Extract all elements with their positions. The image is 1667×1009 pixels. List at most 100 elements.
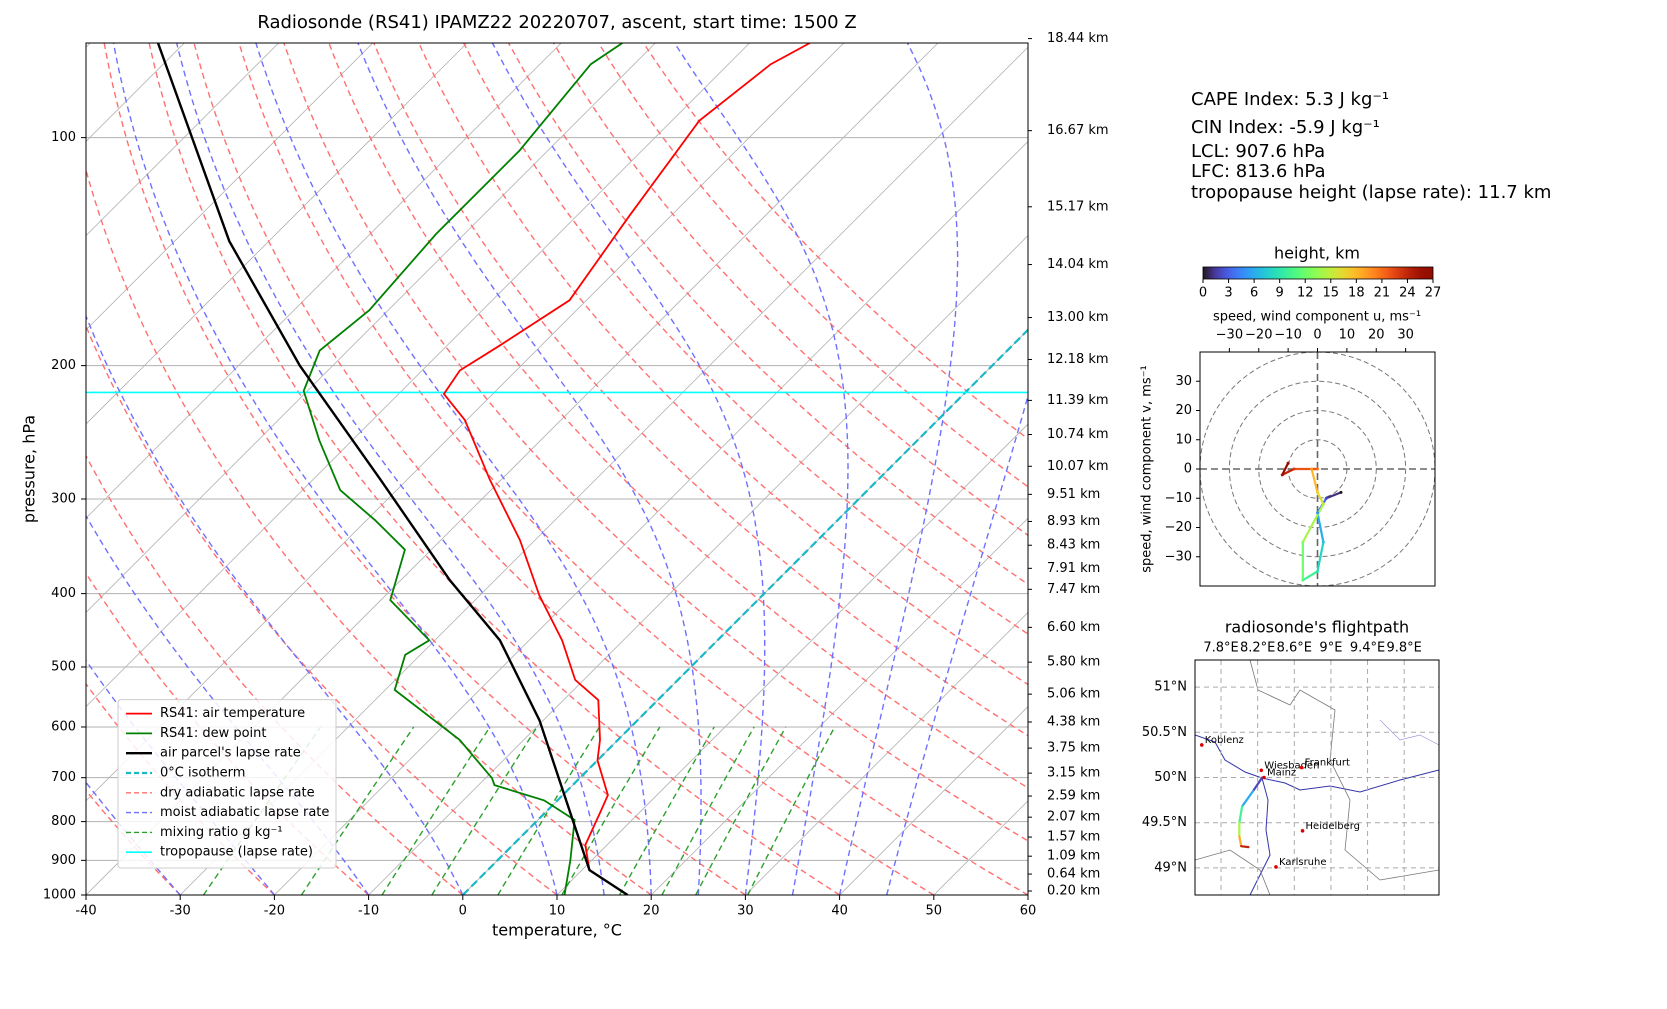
- index-text: CAPE Index: 5.3 J kg⁻¹: [1191, 89, 1389, 110]
- moist-adiabat: [255, 43, 652, 895]
- isotherm-grid: [86, 43, 562, 519]
- x-tick-label: 10: [549, 904, 566, 919]
- dry-adiabat: [193, 43, 935, 895]
- x-tick-label: -40: [75, 904, 96, 919]
- city-label: Wiesbaden: [1264, 760, 1319, 771]
- mixing-ratio-line: [618, 726, 715, 895]
- hodograph-y-label: speed, wind component v, ms⁻¹: [1140, 365, 1155, 573]
- mixing-ratio-line: [300, 726, 415, 895]
- dry-adiabat: [148, 43, 840, 895]
- city-label: Karlsruhe: [1279, 857, 1327, 868]
- isotherm-grid: [274, 140, 1028, 895]
- legend-box: [117, 699, 337, 869]
- city-dot: [1262, 775, 1266, 780]
- hodograph-segment: [1316, 511, 1325, 544]
- height-label: 14.04 km: [1047, 257, 1109, 272]
- moist-adiabat: [491, 43, 766, 895]
- mixing-ratio-line: [431, 726, 538, 895]
- height-label: 3.75 km: [1047, 741, 1100, 756]
- map-lon-label: 8.6°E: [1277, 641, 1312, 656]
- isotherm-grid: [86, 43, 279, 237]
- flight-track: [1240, 845, 1250, 849]
- map-lon-label: 9°E: [1319, 641, 1342, 656]
- hodograph-point: [1292, 467, 1296, 471]
- legend-label: air parcel's lapse rate: [160, 746, 301, 761]
- hodograph-point: [1316, 467, 1319, 471]
- legend-label: 0°C isotherm: [160, 766, 245, 781]
- x-tick-label: 30: [737, 904, 754, 919]
- height-label: 0.20 km: [1047, 883, 1100, 898]
- hodograph-point: [1321, 502, 1325, 506]
- legend-label: mixing ratio g kg⁻¹: [160, 825, 283, 840]
- profile-line: [302, 43, 623, 895]
- hodograph-point: [1339, 490, 1343, 494]
- hodograph-point: [1280, 473, 1284, 477]
- city-dot: [1274, 865, 1278, 869]
- height-label: 7.91 km: [1047, 561, 1100, 576]
- hodograph-x-label: speed, wind component u, ms⁻¹: [1213, 310, 1421, 325]
- height-label: 11.39 km: [1047, 393, 1109, 408]
- map-lat-label: 49.5°N: [1142, 815, 1187, 830]
- chart-title: Radiosonde (RS41) IPAMZ22 20220707, asce…: [257, 12, 856, 33]
- dry-adiabat: [552, 43, 1028, 537]
- isotherm-grid: [86, 43, 91, 48]
- x-tick-label: 40: [831, 904, 848, 919]
- x-axis-label: temperature, °C: [492, 921, 622, 940]
- height-label: 0.64 km: [1047, 867, 1100, 882]
- flight-track: [1240, 789, 1255, 808]
- hodo-y-tick-label: 30: [1175, 374, 1192, 389]
- colorbar-tick-label: 3: [1224, 286, 1232, 301]
- isotherm-grid: [650, 517, 1028, 895]
- isotherm-grid: [86, 43, 468, 425]
- y-tick-label: 700: [51, 770, 76, 785]
- hodograph-point: [1316, 490, 1319, 494]
- hodo-y-tick-label: −20: [1165, 520, 1192, 535]
- colorbar-tick-label: 12: [1297, 286, 1314, 301]
- colorbar-tick-label: 18: [1348, 286, 1365, 301]
- dry-adiabat: [373, 43, 1028, 737]
- border: [1195, 849, 1271, 895]
- moist-adiabat: [357, 43, 702, 895]
- height-label: 1.57 km: [1047, 830, 1100, 845]
- hodograph-segment: [1281, 462, 1290, 476]
- hodo-x-tick-label: −10: [1274, 328, 1301, 343]
- hodograph-point: [1301, 540, 1305, 544]
- hodograph-segment: [1325, 491, 1343, 500]
- moist-adiabat: [886, 393, 1028, 895]
- colorbar-tick-label: 24: [1399, 286, 1416, 301]
- height-label: 13.00 km: [1047, 310, 1109, 325]
- map-lon-label: 7.8°E: [1203, 641, 1238, 656]
- river: [1249, 777, 1271, 895]
- hodograph-segment: [1316, 541, 1325, 573]
- city-label: Koblenz: [1205, 735, 1244, 746]
- border: [1249, 660, 1439, 881]
- hodo-y-tick-label: −10: [1165, 491, 1192, 506]
- profile-line: [442, 43, 811, 895]
- city-dot: [1259, 768, 1264, 773]
- height-label: 1.09 km: [1047, 849, 1100, 864]
- height-label: 5.80 km: [1047, 655, 1100, 670]
- hodograph-point: [1286, 461, 1290, 465]
- river: [1379, 719, 1439, 746]
- colorbar-tick-label: 6: [1250, 286, 1258, 301]
- zero-isotherm: [462, 328, 1028, 895]
- mixing-ratio-line: [381, 726, 491, 895]
- height-label: 3.15 km: [1047, 766, 1100, 781]
- y-tick-label: 900: [51, 853, 76, 868]
- height-label: 18.44 km: [1047, 31, 1109, 46]
- mixing-ratio-line: [561, 726, 661, 895]
- map-lat-label: 50.5°N: [1142, 725, 1187, 740]
- mixing-ratio-line: [747, 726, 836, 895]
- height-label: 9.51 km: [1047, 487, 1100, 502]
- y-tick-label: 100: [51, 130, 76, 145]
- height-label: 12.18 km: [1047, 352, 1109, 367]
- index-text: tropopause height (lapse rate): 11.7 km: [1191, 182, 1551, 203]
- city-dot: [1300, 829, 1305, 833]
- hodo-x-tick-label: 20: [1368, 328, 1385, 343]
- hodograph-segment: [1281, 467, 1296, 476]
- y-tick-label: 200: [51, 358, 76, 373]
- hodo-x-tick-label: 30: [1397, 328, 1414, 343]
- isotherm-grid: [86, 43, 374, 331]
- isotherm-grid: [839, 706, 1028, 895]
